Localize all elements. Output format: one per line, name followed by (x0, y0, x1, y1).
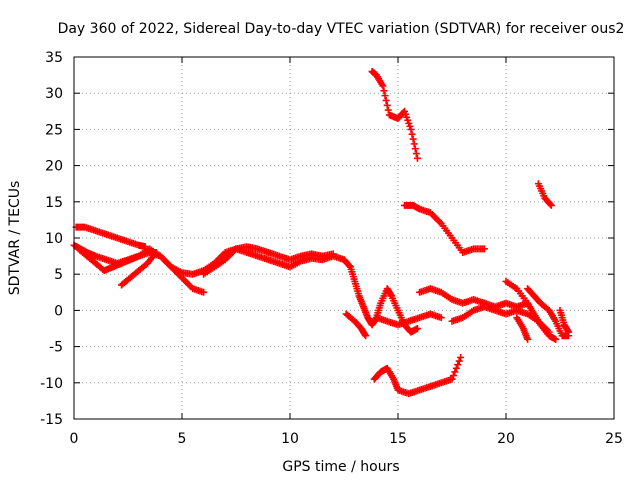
data-point-marker (200, 288, 208, 296)
y-tick-label: 0 (54, 303, 63, 319)
series-arc-4 (118, 248, 160, 289)
x-tick-label: 20 (497, 431, 515, 447)
tick-label-layer: 0 5 10 15 20 25 -15 -10 -5 0 5 10 15 20 25 30 35 (40, 50, 623, 447)
data-point-marker (413, 154, 421, 162)
data-point-marker (437, 314, 445, 322)
data-point-marker (407, 125, 415, 133)
data-points-layer (70, 67, 573, 398)
data-point-marker (457, 353, 465, 361)
series-arc-9 (368, 67, 421, 162)
data-point-marker (411, 145, 419, 153)
series-arc-15 (524, 285, 573, 340)
series-arc-16 (534, 180, 555, 209)
data-point-marker (448, 375, 456, 383)
x-axis-label: GPS time / hours (282, 459, 399, 475)
data-point-marker (410, 140, 418, 148)
series-arc-14 (502, 277, 560, 343)
data-point-marker (384, 106, 392, 114)
data-point-marker (345, 262, 353, 270)
x-tick-label: 5 (178, 431, 187, 447)
series-arc-2 (72, 223, 149, 251)
data-point-marker (452, 364, 460, 372)
y-tick-label: 35 (45, 50, 63, 66)
data-point-marker (362, 332, 370, 340)
y-tick-label: 15 (45, 195, 63, 211)
y-tick-label: 5 (54, 267, 63, 283)
chart-title: Day 360 of 2022, Sidereal Day-to-day VTE… (58, 21, 625, 37)
series-arc-10 (400, 201, 488, 256)
series-arc-5 (200, 243, 337, 278)
y-tick-label: 25 (45, 122, 63, 138)
y-tick-label: 30 (45, 86, 63, 102)
data-point-marker (552, 335, 560, 343)
data-point-marker (152, 248, 160, 256)
data-point-marker (383, 101, 391, 109)
y-tick-label: -10 (40, 376, 63, 392)
series-arc-17 (556, 306, 573, 336)
data-point-marker (380, 87, 388, 95)
data-point-marker (451, 368, 459, 376)
data-point-marker (454, 361, 462, 369)
data-point-marker (409, 135, 417, 143)
series-arc-18 (513, 314, 532, 343)
y-axis-label: SDTVAR / TECUs (7, 181, 23, 296)
data-point-marker (524, 335, 532, 343)
x-tick-label: 15 (389, 431, 407, 447)
series-arc-3 (74, 245, 208, 296)
data-point-marker (455, 357, 463, 365)
data-point-marker (382, 96, 390, 104)
data-point-marker (381, 92, 389, 100)
data-point-marker (480, 245, 488, 253)
data-point-marker (329, 250, 337, 258)
series-arc-11 (370, 353, 465, 398)
series-arc-13 (448, 303, 553, 336)
plot-frame (73, 56, 615, 420)
series-arc-12 (416, 285, 532, 311)
data-point-marker (547, 201, 555, 209)
data-point-marker (379, 82, 387, 90)
x-tick-label: 25 (605, 431, 623, 447)
data-point-marker (565, 328, 573, 336)
data-point-marker (413, 325, 421, 332)
data-point-marker (412, 150, 420, 158)
y-tick-label: -5 (49, 340, 63, 356)
series-arc-7 (342, 310, 370, 340)
y-tick-label: 20 (45, 159, 63, 175)
data-point-marker (408, 130, 416, 138)
series-arc-8 (372, 285, 421, 336)
y-tick-label: -15 (40, 412, 63, 428)
y-tick-label: 10 (45, 231, 63, 247)
data-point-marker (449, 372, 457, 380)
x-tick-label: 10 (281, 431, 299, 447)
data-point-marker (546, 200, 554, 208)
x-tick-label: 0 (70, 431, 79, 447)
